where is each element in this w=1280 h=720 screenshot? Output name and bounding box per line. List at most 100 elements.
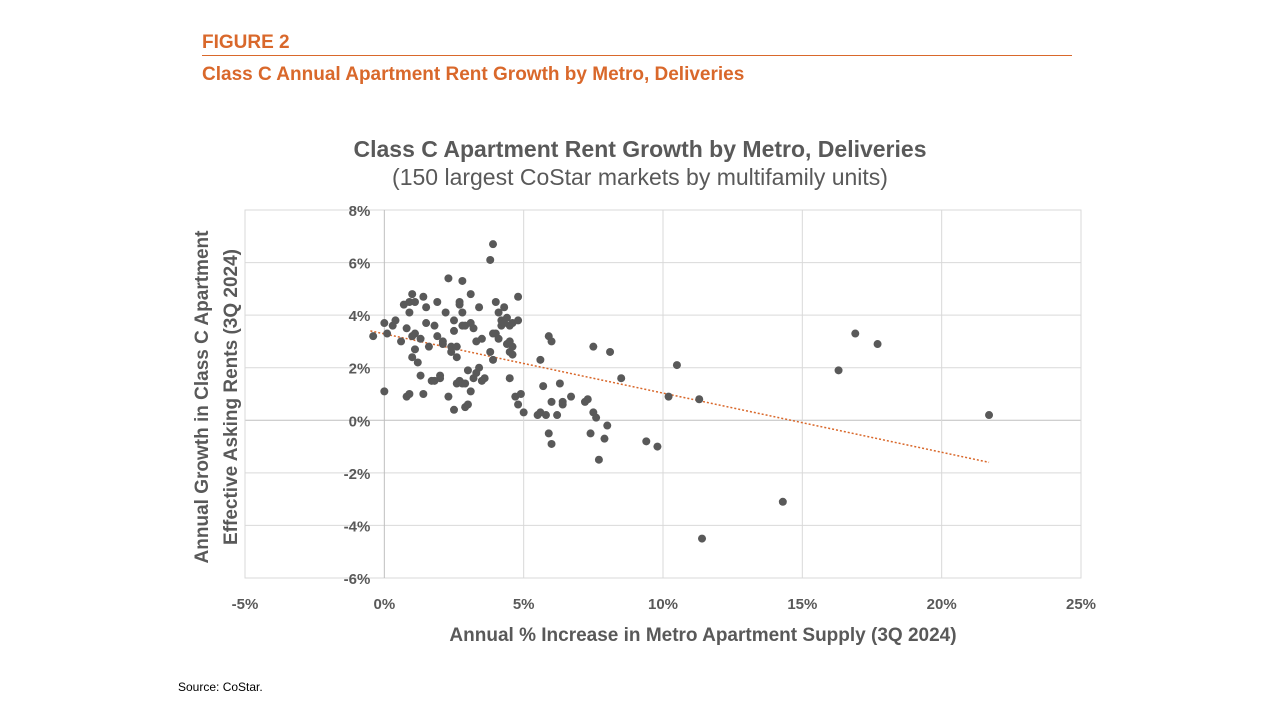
data-point [469,324,478,333]
data-point [698,534,707,543]
data-point [413,358,422,367]
data-point [851,329,860,338]
data-point [592,413,601,422]
data-point [410,345,419,354]
data-point [408,290,417,299]
data-point [424,342,433,351]
data-point [405,308,414,317]
data-point [430,321,439,330]
data-point [547,439,556,448]
data-point [489,355,498,364]
figure-label: FIGURE 2 [202,32,290,53]
x-tick-label: 25% [1066,596,1096,613]
trendline [370,330,990,464]
data-point [450,316,458,325]
figure-divider [202,55,1072,56]
data-point [519,408,528,417]
y-tick-label: 6% [349,256,371,273]
data-point [494,334,503,343]
data-point [410,298,419,306]
y-tick-label: 8% [349,203,371,220]
data-point [391,316,400,325]
source-note: Source: CoStar. [178,680,263,694]
data-point [514,400,523,409]
data-point [514,316,523,325]
y-axis-title-line2: Effective Asking Rents (3Q 2024) [221,249,242,545]
x-tick-label: 10% [648,596,678,613]
data-point [461,379,470,388]
data-point [505,374,514,383]
data-point [586,429,595,438]
y-tick-label: -2% [344,466,371,483]
data-point [405,390,414,398]
data-point [416,334,425,343]
data-point [383,329,392,338]
data-point [547,397,556,406]
data-point [873,340,882,349]
data-point [433,332,442,341]
data-point [603,421,612,430]
data-point [553,411,562,420]
x-axis-title: Annual % Increase in Metro Apartment Sup… [449,625,956,646]
data-point [653,442,662,451]
data-point [486,347,495,356]
data-point [458,308,467,317]
data-point [491,298,500,306]
data-point [516,390,525,398]
data-point [778,497,787,506]
data-point [419,292,428,301]
data-point [450,326,458,335]
data-point [452,342,461,351]
data-point [444,392,453,401]
data-point [555,379,564,388]
data-point [455,300,464,309]
data-point [463,400,472,409]
data-point [489,240,498,249]
data-point [450,405,458,414]
y-tick-label: -4% [344,518,371,535]
data-point [419,390,428,398]
data-point [583,395,592,404]
data-point [408,353,417,362]
data-point [508,350,517,359]
data-point [422,303,431,312]
data-point [536,355,545,364]
y-axis-title-line1: Annual Growth in Class C Apartment [192,230,213,564]
data-point [589,342,598,351]
data-point [438,337,447,346]
data-point [834,366,843,375]
data-point [452,353,461,362]
data-point [444,274,453,283]
data-point [433,298,442,306]
data-point [422,319,431,328]
data-point [494,308,503,317]
data-point [416,371,425,380]
data-point [466,387,475,396]
data-point [502,313,511,322]
x-tick-label: 15% [787,596,817,613]
chart-subtitle: (150 largest CoStar markets by multifami… [392,164,888,190]
data-point [477,334,486,343]
data-point [541,411,550,420]
y-tick-label: 4% [349,308,371,325]
data-point [480,374,489,383]
data-point [544,429,553,438]
data-point [508,342,517,351]
data-point [397,337,406,346]
data-point [441,308,450,317]
data-point [606,347,615,356]
data-point [447,347,456,356]
data-point [475,363,484,372]
data-point [664,392,673,401]
data-point [617,374,626,383]
data-point [642,437,651,446]
data-point [436,371,445,380]
data-point [558,397,567,406]
data-point [380,387,389,396]
data-point [458,276,467,285]
data-point [547,337,556,346]
data-point [567,392,576,401]
data-point [600,434,609,443]
data-point [594,455,603,464]
